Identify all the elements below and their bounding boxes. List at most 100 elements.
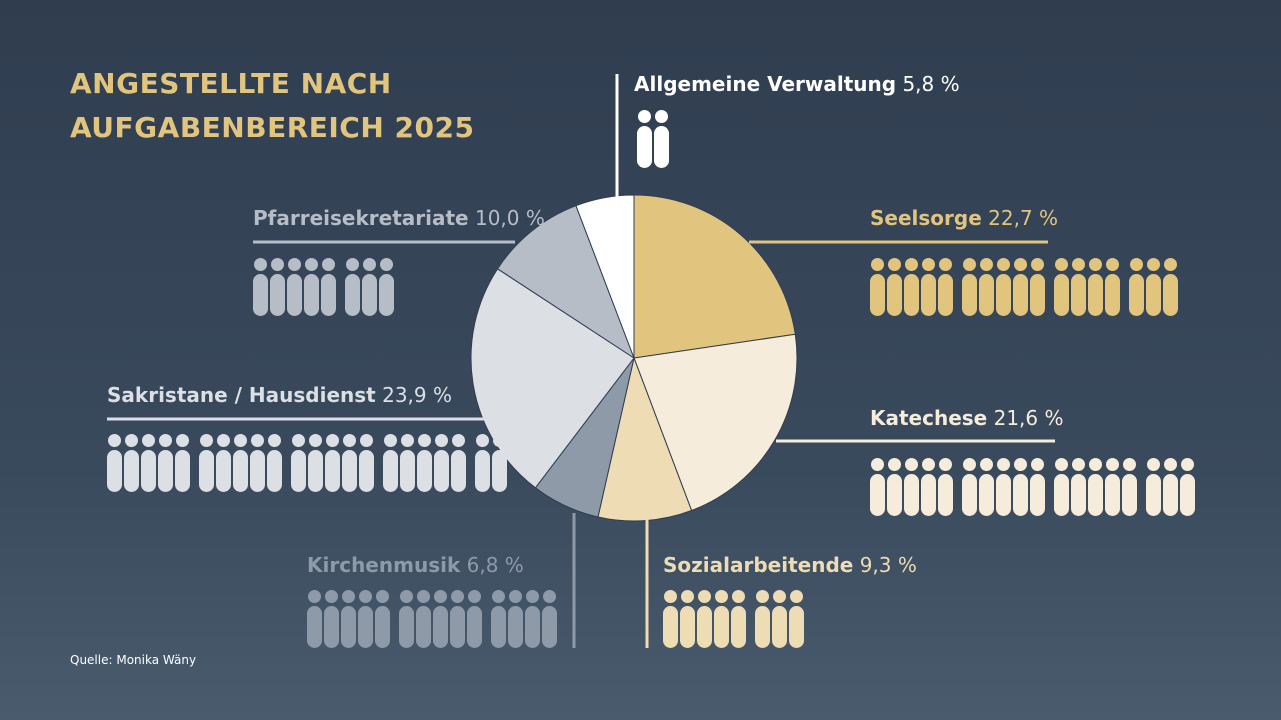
label-katechese-value: 21,6 % [993,406,1064,430]
person-icon [451,434,466,492]
person-icon [921,258,936,316]
person-icon [379,258,394,316]
person-icon [979,458,994,516]
label-kirchenmusik: Kirchenmusik 6,8 % [307,553,524,577]
person-icon [772,590,787,648]
person-icon [417,434,432,492]
label-pfarreisekretariate-value: 10,0 % [474,206,545,230]
person-icon [216,434,231,492]
person-icon [107,434,122,492]
label-sozialarbeitende-name: Sozialarbeitende [663,553,854,577]
label-pfarreisekretariate: Pfarreisekretariate 10,0 % [253,206,545,230]
person-icon [375,590,390,648]
person-icon [731,590,746,648]
person-icon [714,590,729,648]
person-icon [996,458,1011,516]
person-icon [962,258,977,316]
person-icon [341,590,356,648]
label-allgemeine-verwaltung-value: 5,8 % [902,72,960,96]
label-sakristane-value: 23,9 % [382,383,452,407]
person-icon [1030,258,1045,316]
person-icon [870,458,885,516]
label-katechese-name: Katechese [870,406,988,430]
person-icon [637,110,652,168]
person-icon [938,458,953,516]
person-icon [400,434,415,492]
person-icon [1013,458,1028,516]
label-sozialarbeitende: Sozialarbeitende 9,3 % [663,553,917,577]
person-icon [938,258,953,316]
person-icon [1054,258,1069,316]
person-icon [996,258,1011,316]
person-icon [887,458,902,516]
person-icon [663,590,678,648]
label-sakristane-name: Sakristane / Hausdienst [107,383,376,407]
label-sakristane: Sakristane / Hausdienst 23,9 % [107,383,452,407]
person-icon [1180,458,1195,516]
label-katechese: Katechese 21,6 % [870,406,1064,430]
label-seelsorge-name: Seelsorge [870,206,982,230]
person-icon [789,590,804,648]
person-icon [158,434,173,492]
person-icon [175,434,190,492]
label-sozialarbeitende-value: 9,3 % [859,553,917,577]
person-icon [291,434,306,492]
source-note: Quelle: Monika Wäny [70,653,197,667]
label-seelsorge: Seelsorge 22,7 % [870,206,1058,230]
person-icon [399,590,414,648]
person-icon [1105,258,1120,316]
person-icon [1088,458,1103,516]
person-icon [697,590,712,648]
person-icon [525,590,540,648]
person-icon [755,590,770,648]
label-kirchenmusik-name: Kirchenmusik [307,553,461,577]
chart-title: ANGESTELLTE NACH AUFGABENBEREICH 2025 [70,62,474,150]
person-icon [467,590,482,648]
person-icon [870,258,885,316]
chart-title-line-2: AUFGABENBEREICH 2025 [70,111,475,144]
person-icon [267,434,282,492]
person-icon [325,434,340,492]
person-icon [450,590,465,648]
person-icon [491,590,506,648]
person-icon [1030,458,1045,516]
person-icon [434,434,449,492]
person-icon [1129,258,1144,316]
person-icon [1146,458,1161,516]
person-icon [270,258,285,316]
person-icon [475,434,490,492]
person-icon [1163,458,1178,516]
person-icon [904,258,919,316]
person-icon [416,590,431,648]
person-icon [253,258,268,316]
person-icon [362,258,377,316]
person-icon [124,434,139,492]
person-icon [199,434,214,492]
person-icon [141,434,156,492]
person-icon [324,590,339,648]
person-icon [979,258,994,316]
person-icon [921,458,936,516]
person-icon [492,434,507,492]
pie-slice-6 [575,194,635,359]
label-allgemeine-verwaltung: Allgemeine Verwaltung 5,8 % [634,72,960,96]
chart-title-line-1: ANGESTELLTE NACH [70,67,392,100]
pie-slice-4 [470,268,635,489]
pie-slice-0 [633,194,796,359]
person-icon [433,590,448,648]
person-icon [962,458,977,516]
person-icon [342,434,357,492]
person-icon [1071,258,1086,316]
person-icon [1071,458,1086,516]
person-icon [1105,458,1120,516]
person-icon [383,434,398,492]
person-icon [680,590,695,648]
person-icon [1163,258,1178,316]
person-icon [359,434,374,492]
person-icon [887,258,902,316]
person-icon [233,434,248,492]
person-icon [287,258,302,316]
label-allgemeine-verwaltung-name: Allgemeine Verwaltung [634,72,897,96]
pie-slice-1 [633,333,798,512]
